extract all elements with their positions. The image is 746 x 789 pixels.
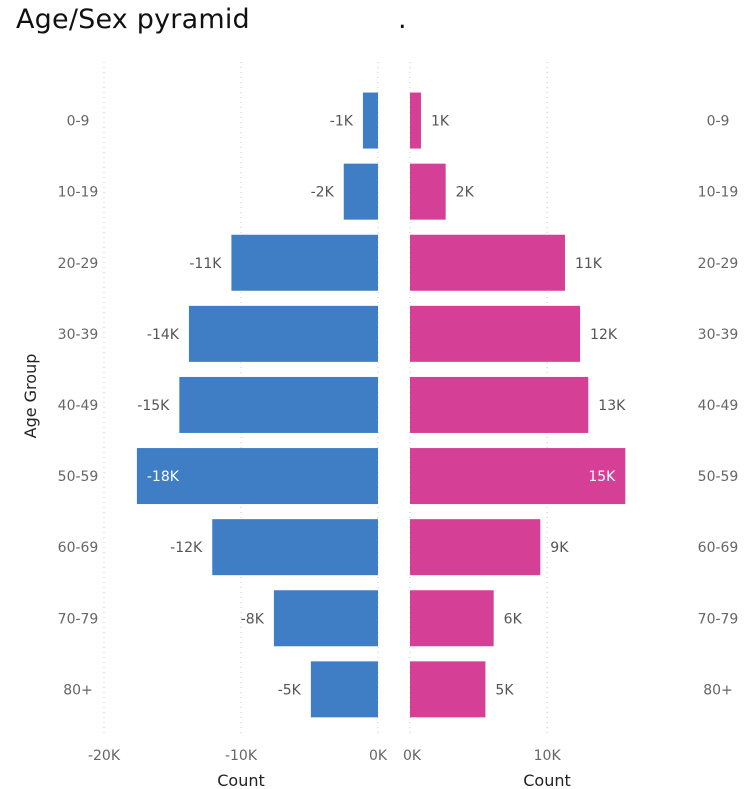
bar-right: [410, 661, 486, 718]
y-tick-label-left: 50-59: [58, 469, 99, 485]
bar-right: [410, 519, 541, 576]
bar-right: [410, 305, 581, 362]
bar-right: [410, 376, 589, 433]
bar-right: [410, 234, 565, 291]
data-label-right: 6K: [504, 611, 523, 627]
data-labels: -1K 1K -2K 2K -11K 11K -14K 12K -15K 13K -18K 15K -1…: [137, 114, 626, 699]
data-label-right: 13K: [598, 398, 626, 414]
y-tick-label-left: 70-79: [58, 611, 99, 627]
x-tick-label-left: 0K: [369, 748, 388, 764]
data-label-right: 15K: [588, 469, 616, 485]
data-label-left: -1K: [330, 114, 354, 130]
y-axis-title: Age Group: [21, 354, 40, 439]
y-tick-label-right: 0-9: [707, 114, 730, 130]
data-label-left: -12K: [170, 540, 203, 556]
data-label-right: 9K: [550, 540, 569, 556]
x-tick-label-left: -20K: [88, 748, 121, 764]
data-label-right: 12K: [590, 327, 618, 343]
bar-left: [273, 590, 378, 647]
bar-right: [410, 163, 446, 220]
data-label-left: -14K: [147, 327, 180, 343]
data-label-left: -11K: [189, 256, 222, 272]
y-tick-label-right: 30-39: [698, 327, 739, 343]
y-tick-label-right: 40-49: [698, 398, 739, 414]
bars: [136, 92, 626, 718]
axes: -20K -10K 0K 0K 10K 0-9 0-9 10-19 10-19 20-29 20-2…: [58, 114, 739, 764]
y-tick-label-left: 60-69: [58, 540, 99, 556]
y-tick-label-right: 20-29: [698, 256, 739, 272]
y-tick-label-left: 80+: [63, 682, 93, 698]
data-label-right: 11K: [575, 256, 603, 272]
bar-right: [410, 590, 494, 647]
y-tick-label-right: 80+: [703, 682, 733, 698]
bar-left: [136, 448, 378, 505]
data-label-right: 1K: [431, 114, 450, 130]
data-label-right: 5K: [495, 682, 514, 698]
left-x-axis-title: Count: [217, 771, 265, 789]
bar-left: [231, 234, 378, 291]
y-tick-label-left: 0-9: [67, 114, 90, 130]
x-tick-label-right: 0K: [403, 748, 422, 764]
bar-left: [212, 519, 378, 576]
data-label-left: -2K: [311, 185, 335, 201]
data-label-left: -8K: [241, 611, 265, 627]
chart-title: Age/Sex pyramid: [16, 4, 250, 35]
y-tick-label-right: 10-19: [698, 185, 739, 201]
y-tick-label-left: 40-49: [58, 398, 99, 414]
bar-left: [179, 376, 378, 433]
y-tick-label-right: 60-69: [698, 540, 739, 556]
bar-left: [362, 92, 378, 149]
data-label-left: -5K: [278, 682, 302, 698]
data-label-left: -18K: [147, 469, 180, 485]
y-tick-label-right: 50-59: [698, 469, 739, 485]
bar-right: [410, 448, 626, 505]
x-tick-label-left: -10K: [225, 748, 258, 764]
title-suffix: .: [398, 4, 407, 35]
bar-left: [343, 163, 378, 220]
x-tick-label-right: 10K: [534, 748, 562, 764]
y-tick-label-left: 20-29: [58, 256, 99, 272]
y-tick-label-left: 30-39: [58, 327, 99, 343]
data-label-left: -15K: [137, 398, 170, 414]
y-tick-label-left: 10-19: [58, 185, 99, 201]
bar-left: [310, 661, 378, 718]
y-tick-label-right: 70-79: [698, 611, 739, 627]
right-x-axis-title: Count: [523, 771, 571, 789]
data-label-right: 2K: [456, 185, 475, 201]
bar-right: [410, 92, 421, 149]
bar-left: [188, 305, 378, 362]
